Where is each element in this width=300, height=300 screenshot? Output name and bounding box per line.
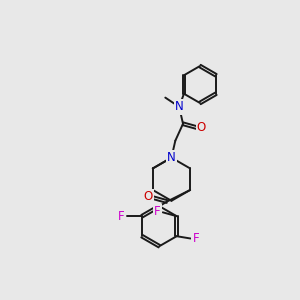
Text: O: O bbox=[143, 190, 152, 203]
Text: N: N bbox=[167, 151, 176, 164]
Text: F: F bbox=[154, 205, 161, 218]
Text: O: O bbox=[197, 121, 206, 134]
Text: N: N bbox=[175, 100, 184, 113]
Text: F: F bbox=[118, 210, 124, 223]
Text: F: F bbox=[193, 232, 199, 245]
